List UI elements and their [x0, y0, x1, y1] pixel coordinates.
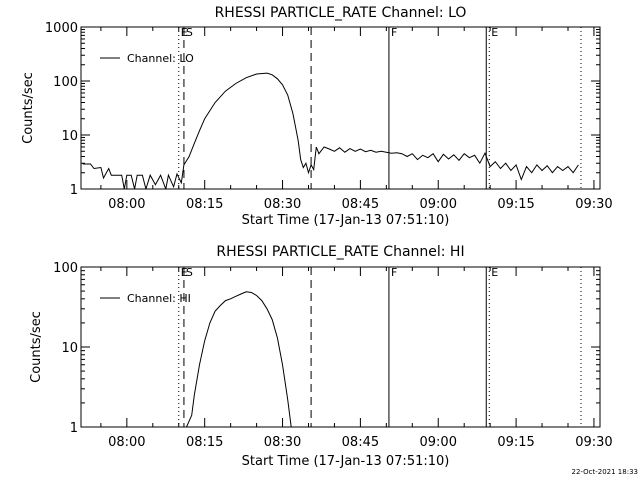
x-axis-label: Start Time (17-Jan-13 07:51:10) [242, 454, 450, 469]
event-marker-label: E [491, 266, 498, 279]
x-tick-label: 08:30 [264, 197, 301, 212]
series-line [186, 291, 292, 427]
y-tick-label: 10 [61, 129, 78, 144]
y-tick-label: 100 [53, 75, 78, 90]
legend-label: Channel: LO [127, 52, 194, 65]
y-tick-label: 1000 [45, 21, 78, 36]
event-marker-label: S [186, 26, 193, 39]
y-tick-label: 100 [53, 261, 78, 276]
event-marker-label: F [391, 26, 397, 39]
event-marker-label: F [391, 266, 397, 279]
y-axis-label: Counts/sec [21, 72, 36, 144]
x-tick-label: 08:45 [342, 435, 379, 450]
x-tick-label: 09:00 [420, 197, 457, 212]
x-tick-label: 08:30 [264, 435, 301, 450]
x-tick-label: 08:15 [186, 197, 223, 212]
x-tick-label: 08:15 [186, 435, 223, 450]
plot-timestamp: 22-Oct-2021 18:33 [572, 468, 638, 476]
y-tick-label: 1 [70, 183, 78, 198]
x-tick-label: 09:15 [497, 435, 534, 450]
y-tick-label: 10 [61, 341, 78, 356]
chart-title: RHESSI PARTICLE_RATE Channel: HI [216, 244, 464, 260]
series-line [82, 72, 579, 189]
plot-frame [80, 26, 601, 190]
x-tick-label: 08:00 [108, 197, 145, 212]
x-tick-label: 09:30 [575, 197, 612, 212]
x-tick-label: 09:00 [420, 435, 457, 450]
x-tick-label: 09:15 [497, 197, 534, 212]
x-tick-label: 08:00 [108, 435, 145, 450]
chart-title: RHESSI PARTICLE_RATE Channel: LO [215, 5, 467, 21]
x-tick-label: 08:45 [342, 197, 379, 212]
event-marker-label: E [491, 26, 498, 39]
y-tick-label: 1 [70, 421, 78, 436]
legend-label: Channel: HI [127, 292, 191, 305]
x-tick-label: 09:30 [575, 435, 612, 450]
chart-panel-lo: RHESSI PARTICLE_RATE Channel: LO 1 10 100 10… [21, 5, 613, 228]
y-axis-label: Counts/sec [29, 311, 44, 383]
x-axis-label: Start Time (17-Jan-13 07:51:10) [242, 213, 450, 228]
chart-panel-hi: RHESSI PARTICLE_RATE Channel: HI 1 10 100 Co… [29, 244, 613, 469]
event-marker-label: S [186, 266, 193, 279]
plot-frame [80, 266, 601, 428]
